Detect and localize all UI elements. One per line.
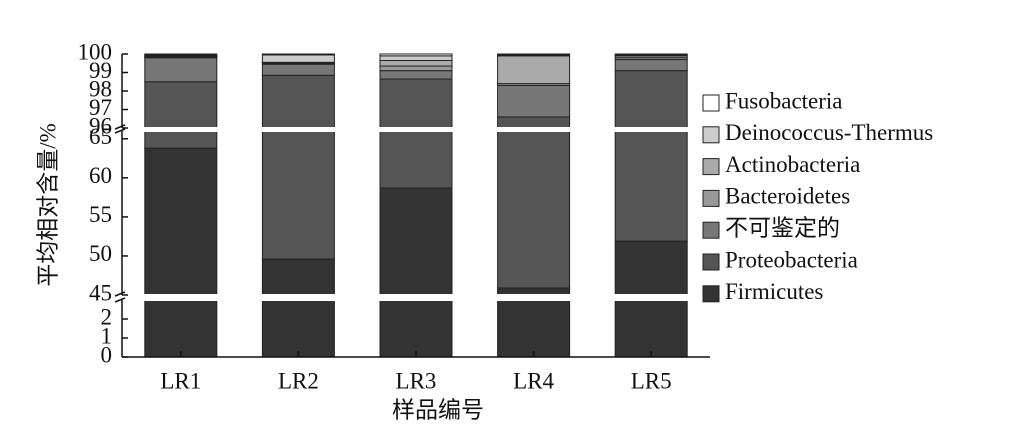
bar-segment [614, 70, 688, 242]
legend-label: Actinobacteria [725, 152, 860, 177]
bar-segment [379, 70, 453, 80]
legend-swatch [702, 189, 720, 207]
bar-segment [614, 59, 688, 72]
y-tick-label: 60 [89, 163, 112, 188]
x-tick-label: LR1 [160, 368, 201, 393]
bar-segment [144, 57, 218, 83]
y-tick-label: 99 [89, 58, 112, 83]
x-tick-label: LR3 [396, 368, 437, 393]
legend-swatch [702, 221, 720, 239]
y-tick-label: 55 [89, 202, 112, 227]
y-tick-label: 50 [89, 241, 112, 266]
y-tick-label: 2 [101, 304, 113, 329]
legend-swatch [702, 126, 720, 144]
y-tick-label: 0 [101, 342, 113, 367]
y-tick-label: 1 [101, 323, 113, 348]
y-axis-title: 平均相对含量/% [35, 123, 60, 287]
x-axis-title: 样品编号 [392, 397, 484, 422]
bar-segment [379, 78, 453, 189]
legend-label: Fusobacteria [725, 88, 843, 113]
bar-segment [261, 63, 335, 76]
legend-label: Proteobacteria [725, 247, 858, 272]
x-tick-label: LR5 [631, 368, 672, 393]
legend-swatch [702, 158, 720, 176]
legend-swatch [702, 253, 720, 271]
bar-segment [144, 81, 218, 149]
legend-label: 不可鉴定的 [725, 215, 840, 240]
bar-segment [261, 74, 335, 260]
legend-swatch [702, 94, 720, 112]
bar-segment [497, 53, 571, 56]
bar-segment [614, 53, 688, 56]
bar-segment [144, 53, 218, 56]
bar-segment [497, 55, 571, 85]
break-mark [114, 128, 126, 134]
axis-break [114, 127, 712, 132]
bar-segment [379, 65, 453, 72]
bar-segment [497, 84, 571, 118]
bar-segment [379, 59, 453, 67]
legend-swatch [702, 285, 720, 303]
y-tick-label: 97 [89, 95, 112, 120]
legend-label: Deinococcus-Thermus [725, 120, 933, 145]
legend-label: Bacteroidetes [725, 184, 850, 209]
legend-label: Firmicutes [725, 279, 823, 304]
bar-segment [379, 187, 453, 358]
bar-segment [261, 53, 335, 56]
axis-break [114, 294, 712, 301]
break-mark [114, 297, 126, 303]
y-tick-label: 96 [89, 113, 112, 138]
bar-segment [497, 116, 571, 289]
bar-segment [379, 53, 453, 57]
break-mark [114, 291, 126, 297]
x-tick-label: LR4 [513, 368, 554, 393]
y-tick-label: 98 [89, 76, 112, 101]
bar-segment [144, 147, 218, 358]
y-tick-label: 45 [89, 280, 112, 305]
bar-segment [261, 258, 335, 358]
x-tick-label: LR2 [278, 368, 319, 393]
bar-segment [379, 55, 453, 61]
break-mark [114, 124, 126, 130]
y-tick-label: 65 [89, 124, 112, 149]
y-tick-label: 100 [78, 39, 113, 64]
bar-segment [261, 54, 335, 63]
